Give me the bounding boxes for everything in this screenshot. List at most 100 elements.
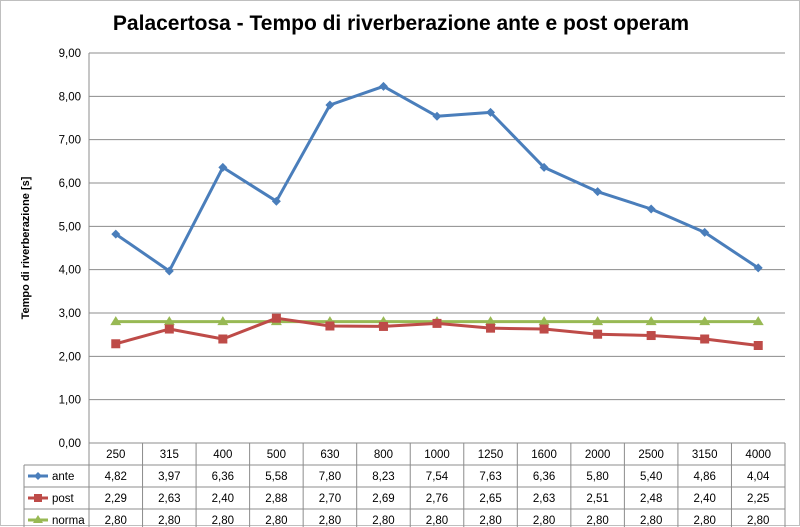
- table-value-ante: 7,63: [479, 471, 501, 483]
- table-value-ante: 6,36: [533, 471, 555, 483]
- table-value-norma: 2,80: [426, 515, 448, 527]
- table-value-ante: 5,80: [586, 471, 608, 483]
- table-value-ante: 4,82: [105, 471, 127, 483]
- table-value-ante: 6,36: [212, 471, 234, 483]
- data-point-norma: [485, 316, 497, 326]
- data-point-norma: [699, 316, 711, 326]
- table-value-post: 2,40: [212, 493, 234, 505]
- table-value-norma: 2,80: [533, 515, 555, 527]
- table-value-post: 2,88: [265, 493, 287, 505]
- data-point-post: [646, 331, 656, 341]
- table-value-norma: 2,80: [640, 515, 662, 527]
- x-category-label: 400: [213, 449, 232, 461]
- x-category-label: 2000: [585, 449, 611, 461]
- data-point-norma: [538, 316, 550, 326]
- legend-label-norma: norma: [52, 515, 85, 527]
- data-point-norma: [110, 316, 122, 326]
- y-tick-label: 2,00: [59, 351, 81, 363]
- data-point-ante: [271, 196, 281, 206]
- table-value-ante: 3,97: [158, 471, 180, 483]
- legend-marker-post: [34, 494, 42, 502]
- x-category-label: 800: [374, 449, 393, 461]
- y-tick-label: 6,00: [59, 178, 81, 190]
- data-point-norma: [645, 316, 657, 326]
- table-value-norma: 2,80: [586, 515, 608, 527]
- table-value-norma: 2,80: [265, 515, 287, 527]
- y-tick-label: 9,00: [59, 48, 81, 60]
- data-point-ante: [111, 229, 121, 239]
- table-value-post: 2,25: [747, 493, 769, 505]
- table-value-norma: 2,80: [158, 515, 180, 527]
- legend-label-ante: ante: [52, 471, 74, 483]
- data-point-ante: [753, 263, 763, 273]
- chart-title: Palacertosa - Tempo di riverberazione an…: [113, 12, 689, 35]
- x-category-label: 1000: [424, 449, 450, 461]
- table-value-norma: 2,80: [105, 515, 127, 527]
- data-point-post: [164, 324, 174, 334]
- x-category-label: 630: [320, 449, 339, 461]
- data-point-post: [539, 324, 549, 334]
- data-point-norma: [217, 316, 229, 326]
- data-point-post: [271, 313, 281, 323]
- data-point-ante: [432, 111, 442, 121]
- data-point-ante: [378, 81, 388, 91]
- data-point-ante: [700, 227, 710, 237]
- x-category-label: 1600: [531, 449, 557, 461]
- table-value-norma: 2,80: [747, 515, 769, 527]
- data-point-ante: [164, 266, 174, 276]
- x-category-label: 4000: [745, 449, 771, 461]
- data-point-post: [700, 334, 710, 344]
- y-tick-label: 1,00: [59, 395, 81, 407]
- table-value-ante: 5,40: [640, 471, 662, 483]
- data-point-post: [325, 321, 335, 331]
- legend-label-post: post: [52, 493, 75, 505]
- table-value-post: 2,63: [533, 493, 555, 505]
- data-point-ante: [593, 187, 603, 197]
- table-value-post: 2,76: [426, 493, 448, 505]
- data-point-norma: [752, 316, 764, 326]
- table-value-post: 2,29: [105, 493, 127, 505]
- table-value-post: 2,51: [586, 493, 608, 505]
- y-tick-label: 0,00: [59, 438, 81, 450]
- table-value-norma: 2,80: [693, 515, 715, 527]
- data-point-post: [486, 323, 496, 333]
- x-category-label: 500: [267, 449, 286, 461]
- data-point-norma: [592, 316, 604, 326]
- x-category-label: 315: [160, 449, 179, 461]
- data-point-ante: [486, 107, 496, 117]
- table-value-ante: 5,58: [265, 471, 287, 483]
- x-category-label: 1250: [478, 449, 504, 461]
- table-value-ante: 7,54: [426, 471, 449, 483]
- table-value-ante: 7,80: [319, 471, 341, 483]
- table-value-post: 2,40: [693, 493, 715, 505]
- table-value-norma: 2,80: [479, 515, 501, 527]
- legend-marker-norma: [33, 515, 43, 523]
- y-tick-label: 7,00: [59, 135, 81, 147]
- table-value-norma: 2,80: [212, 515, 234, 527]
- y-tick-label: 5,00: [59, 221, 81, 233]
- x-category-label: 3150: [692, 449, 718, 461]
- y-tick-label: 8,00: [59, 91, 81, 103]
- data-point-norma: [163, 316, 175, 326]
- table-value-post: 2,70: [319, 493, 341, 505]
- table-value-post: 2,69: [372, 493, 394, 505]
- data-point-post: [111, 339, 121, 349]
- y-axis-label: Tempo di riverberazione [s]: [20, 176, 32, 319]
- data-point-ante: [218, 162, 228, 172]
- data-point-ante: [646, 204, 656, 214]
- table-value-post: 2,48: [640, 493, 662, 505]
- table-value-ante: 4,86: [693, 471, 715, 483]
- legend-marker-ante: [34, 472, 42, 480]
- table-value-post: 2,65: [479, 493, 501, 505]
- data-point-post: [378, 321, 388, 331]
- data-point-ante: [325, 100, 335, 110]
- table-value-norma: 2,80: [319, 515, 341, 527]
- x-category-label: 2500: [638, 449, 664, 461]
- data-point-ante: [539, 162, 549, 172]
- x-category-label: 250: [106, 449, 125, 461]
- data-point-post: [753, 341, 763, 350]
- y-tick-label: 3,00: [59, 308, 81, 320]
- table-value-ante: 8,23: [372, 471, 394, 483]
